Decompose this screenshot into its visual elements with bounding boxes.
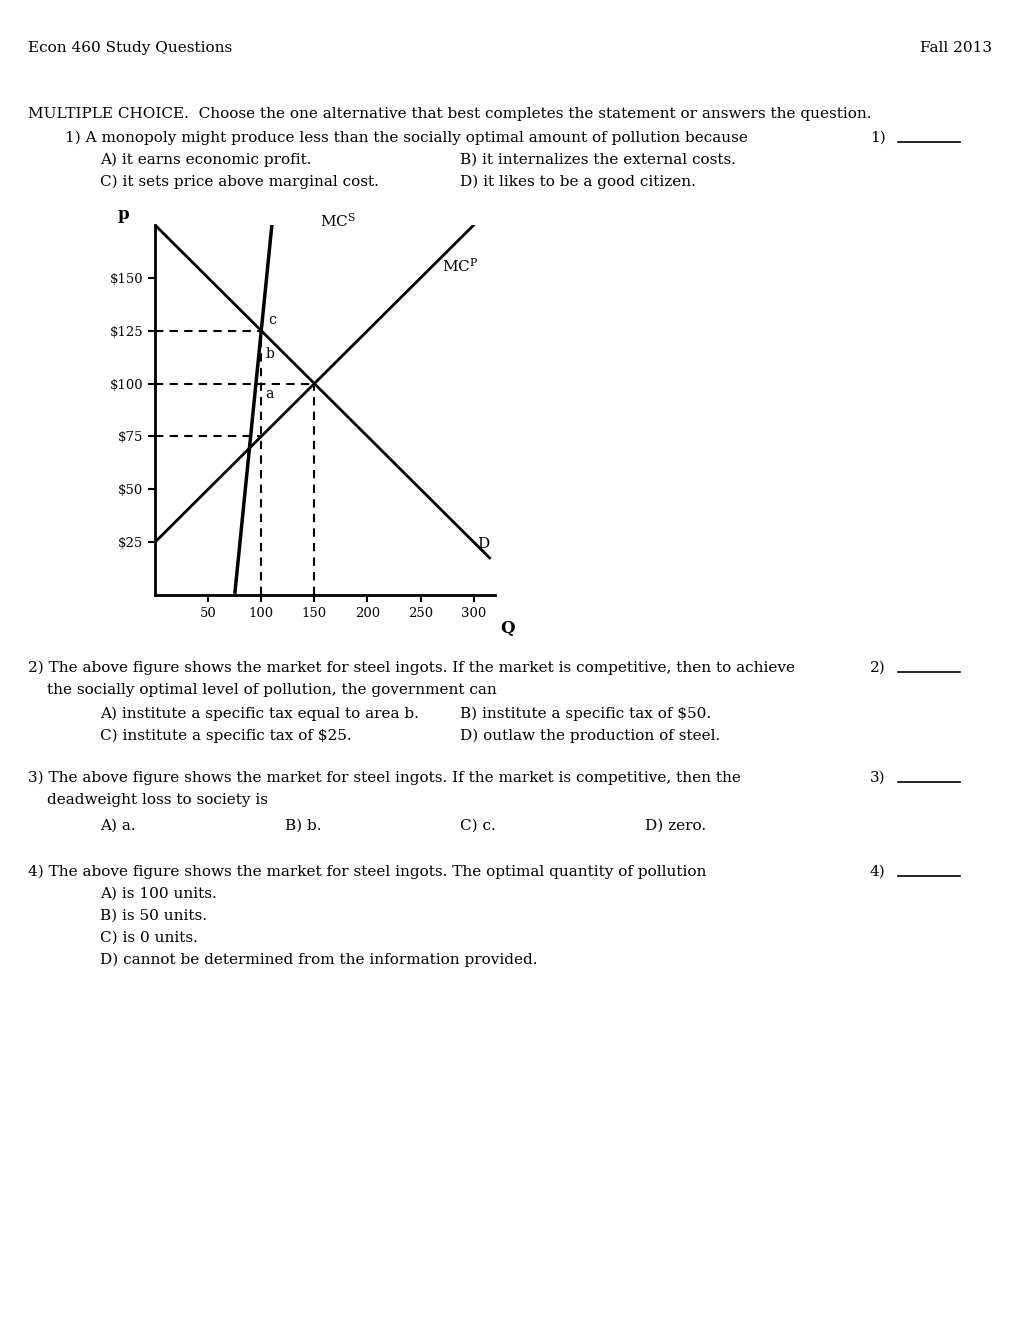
Text: A) a.: A) a. (100, 818, 136, 833)
Text: deadweight loss to society is: deadweight loss to society is (47, 793, 268, 807)
Text: C) it sets price above marginal cost.: C) it sets price above marginal cost. (100, 174, 378, 189)
Text: Q: Q (500, 620, 515, 638)
Text: 2): 2) (869, 661, 884, 675)
Text: C) institute a specific tax of $25.: C) institute a specific tax of $25. (100, 729, 352, 743)
Text: D) it likes to be a good citizen.: D) it likes to be a good citizen. (460, 174, 695, 189)
Text: C) is 0 units.: C) is 0 units. (100, 931, 198, 945)
Text: 3) The above figure shows the market for steel ingots. If the market is competit: 3) The above figure shows the market for… (28, 771, 740, 785)
Text: B) is 50 units.: B) is 50 units. (100, 909, 207, 923)
Text: 1) A monopoly might produce less than the socially optimal amount of pollution b: 1) A monopoly might produce less than th… (65, 131, 747, 145)
Text: a: a (265, 387, 274, 401)
Text: A) is 100 units.: A) is 100 units. (100, 887, 217, 902)
Text: D) zero.: D) zero. (644, 818, 705, 833)
Text: the socially optimal level of pollution, the government can: the socially optimal level of pollution,… (47, 682, 496, 697)
Text: MULTIPLE CHOICE.  Choose the one alternative that best completes the statement o: MULTIPLE CHOICE. Choose the one alternat… (28, 107, 870, 121)
Text: 3): 3) (869, 771, 884, 785)
Text: D) cannot be determined from the information provided.: D) cannot be determined from the informa… (100, 953, 537, 968)
Text: $\mathregular{MC^S}$: $\mathregular{MC^S}$ (319, 211, 356, 230)
Text: B) it internalizes the external costs.: B) it internalizes the external costs. (460, 153, 736, 168)
Text: b: b (265, 347, 274, 362)
Text: A) it earns economic profit.: A) it earns economic profit. (100, 153, 311, 168)
Text: D: D (477, 537, 489, 552)
Text: c: c (268, 313, 276, 327)
Text: Fall 2013: Fall 2013 (919, 41, 991, 55)
Text: B) b.: B) b. (284, 818, 321, 833)
Text: p: p (117, 206, 128, 223)
Text: $\mathregular{MC^P}$: $\mathregular{MC^P}$ (441, 256, 478, 275)
Text: 1): 1) (869, 131, 884, 145)
Text: B) institute a specific tax of $50.: B) institute a specific tax of $50. (460, 706, 710, 721)
Text: 2) The above figure shows the market for steel ingots. If the market is competit: 2) The above figure shows the market for… (28, 660, 794, 675)
Text: C) c.: C) c. (460, 818, 495, 833)
Text: D) outlaw the production of steel.: D) outlaw the production of steel. (460, 729, 719, 743)
Text: Econ 460 Study Questions: Econ 460 Study Questions (28, 41, 232, 55)
Text: A) institute a specific tax equal to area b.: A) institute a specific tax equal to are… (100, 706, 419, 721)
Text: 4): 4) (869, 865, 884, 879)
Text: 4) The above figure shows the market for steel ingots. The optimal quantity of p: 4) The above figure shows the market for… (28, 865, 706, 879)
